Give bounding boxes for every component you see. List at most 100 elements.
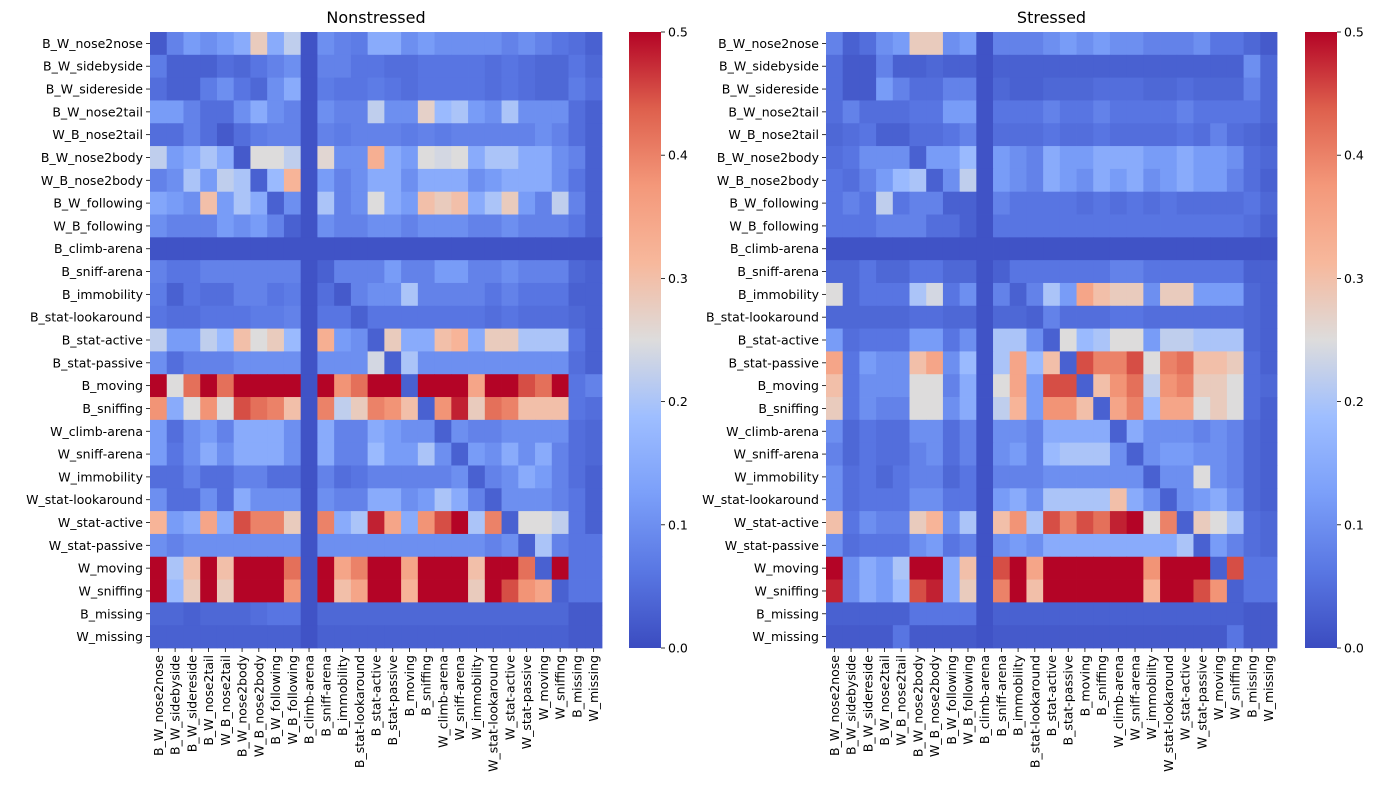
heatmap-cell — [283, 123, 302, 147]
heatmap-cell — [334, 374, 352, 398]
heatmap-cell — [1076, 305, 1094, 329]
heatmap-cell — [568, 282, 586, 307]
heatmap-cell — [535, 374, 553, 398]
heatmap-cell — [535, 191, 553, 215]
x-tick-label: W_moving — [1211, 655, 1226, 720]
y-tick-label: W_climb-arena — [726, 424, 819, 439]
heatmap-cell — [876, 305, 894, 329]
heatmap-cell — [993, 442, 1011, 466]
heatmap-cell — [1143, 556, 1161, 580]
heatmap-cell — [216, 168, 235, 193]
heatmap-cell — [468, 419, 486, 444]
heatmap-cell — [317, 100, 335, 124]
heatmap-cell — [876, 397, 894, 421]
heatmap-cell — [484, 214, 502, 238]
heatmap-cell — [501, 602, 519, 626]
heatmap-cell — [350, 305, 369, 329]
heatmap-cell — [216, 419, 235, 444]
heatmap-cell — [1109, 602, 1128, 626]
heatmap-cell — [926, 77, 944, 101]
heatmap-cell — [1193, 625, 1211, 649]
heatmap-cell — [1126, 419, 1144, 444]
heatmap-cell — [267, 191, 285, 215]
heatmap-cell — [468, 191, 486, 215]
heatmap-cell — [401, 328, 419, 352]
heatmap-cell — [1059, 237, 1077, 261]
heatmap-cell — [1059, 488, 1077, 512]
heatmap-cell — [1226, 488, 1244, 512]
heatmap-cell — [1109, 511, 1128, 535]
heatmap-cell — [166, 625, 184, 649]
heatmap-cell — [267, 533, 285, 558]
x-tick-label: B_stat-lookaround — [352, 655, 367, 768]
heatmap-cell — [1226, 511, 1244, 535]
heatmap-cell — [334, 579, 352, 603]
heatmap-cell — [216, 556, 235, 580]
heatmap-cell — [1059, 374, 1077, 398]
heatmap-cell — [1076, 351, 1094, 375]
heatmap-cell — [401, 511, 419, 535]
heatmap-cell — [484, 602, 502, 626]
heatmap-cell — [1243, 374, 1261, 398]
heatmap-cell — [876, 123, 894, 147]
heatmap-cell — [1243, 602, 1261, 626]
heatmap-cell — [1059, 625, 1077, 649]
heatmap-cell — [350, 32, 369, 56]
heatmap-cell — [926, 237, 944, 261]
heatmap-cell — [1243, 260, 1261, 284]
heatmap-cell — [200, 282, 218, 307]
x-tick-label: W_climb-arena — [435, 655, 450, 748]
heatmap-cell — [551, 123, 569, 147]
heatmap-cell — [568, 214, 586, 238]
heatmap-cell — [1193, 146, 1211, 170]
heatmap-cell — [250, 191, 268, 215]
heatmap-cell — [334, 54, 352, 79]
heatmap-cell — [501, 214, 519, 238]
y-tick-label: W_sniffing — [79, 583, 143, 598]
heatmap-cell — [585, 146, 603, 170]
heatmap-cell — [300, 123, 318, 147]
heatmap-cell — [417, 260, 435, 284]
heatmap-cell — [267, 442, 285, 466]
heatmap-cell — [859, 556, 877, 580]
heatmap-cell — [468, 579, 486, 603]
heatmap-cell — [1143, 100, 1161, 124]
heatmap-cell — [1160, 397, 1178, 421]
heatmap-cell — [892, 374, 910, 398]
heatmap-cell — [384, 397, 402, 421]
heatmap-cell — [518, 397, 536, 421]
x-tick-label: B_W_nose2body — [235, 654, 250, 757]
heatmap-cell — [909, 328, 927, 352]
heatmap-cell — [1160, 191, 1178, 215]
heatmap-cell — [468, 32, 486, 56]
heatmap-cell — [1076, 397, 1094, 421]
heatmap-cell — [1043, 100, 1061, 124]
heatmap-cell — [250, 123, 268, 147]
heatmap-cell — [518, 146, 536, 170]
heatmap-cell — [993, 191, 1011, 215]
heatmap-cell — [892, 465, 910, 489]
heatmap-cell — [1043, 32, 1061, 56]
heatmap-cell — [551, 533, 569, 558]
heatmap-cell — [501, 328, 519, 352]
heatmap-cell — [367, 602, 385, 626]
heatmap-cell — [1093, 351, 1111, 375]
heatmap-cell — [1210, 146, 1228, 170]
heatmap-cell — [150, 191, 168, 215]
heatmap-cell — [1009, 488, 1027, 512]
heatmap-cell — [993, 100, 1011, 124]
heatmap-cell — [250, 54, 268, 79]
heatmap-cell — [1026, 191, 1044, 215]
heatmap-cell — [976, 556, 994, 580]
heatmap-cell — [1043, 533, 1061, 558]
heatmap-cell — [233, 146, 251, 170]
heatmap-cell — [1009, 214, 1027, 238]
heatmap-cell — [892, 488, 910, 512]
heatmap-cell — [434, 282, 452, 307]
heatmap-cell — [1243, 488, 1261, 512]
heatmap-cell — [826, 602, 844, 626]
heatmap-cell — [1176, 556, 1194, 580]
heatmap-cell — [166, 123, 184, 147]
heatmap-cell — [876, 556, 894, 580]
heatmap-cell — [942, 397, 961, 421]
